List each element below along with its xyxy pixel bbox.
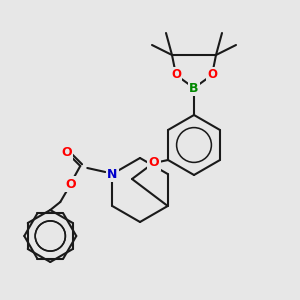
Text: O: O [61, 146, 72, 158]
Text: O: O [207, 68, 217, 82]
Text: N: N [107, 167, 118, 181]
Text: O: O [149, 157, 159, 169]
Text: B: B [189, 82, 199, 94]
Text: O: O [65, 178, 76, 190]
Text: O: O [171, 68, 181, 82]
